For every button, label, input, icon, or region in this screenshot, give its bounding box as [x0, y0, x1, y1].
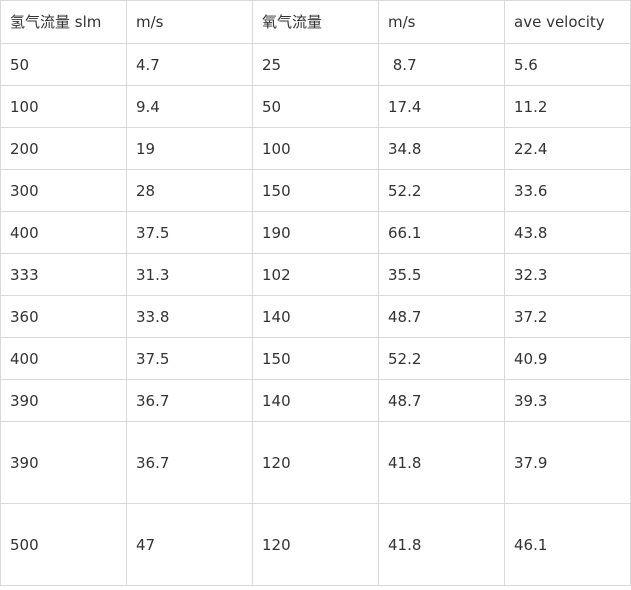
table-cell: 150 — [252, 169, 379, 212]
table-row: 390 36.7 140 48.7 39.3 — [0, 379, 631, 422]
table-cell: 52.2 — [378, 169, 505, 212]
table-cell: 120 — [252, 503, 379, 586]
table-cell: 333 — [0, 253, 127, 296]
table-cell: 11.2 — [504, 85, 631, 128]
table-cell: 400 — [0, 337, 127, 380]
table-cell: 47 — [126, 503, 253, 586]
table-cell: 9.4 — [126, 85, 253, 128]
table-cell: 140 — [252, 295, 379, 338]
table-cell: 390 — [0, 379, 127, 422]
table-row: 300 28 150 52.2 33.6 — [0, 169, 631, 212]
table-cell: 37.9 — [504, 421, 631, 504]
table-cell: 41.8 — [378, 421, 505, 504]
table-cell: 28 — [126, 169, 253, 212]
table-cell: 41.8 — [378, 503, 505, 586]
table-row: 200 19 100 34.8 22.4 — [0, 127, 631, 170]
table-cell: 46.1 — [504, 503, 631, 586]
table-row: 400 37.5 190 66.1 43.8 — [0, 211, 631, 254]
table-cell: 17.4 — [378, 85, 505, 128]
table-cell: 22.4 — [504, 127, 631, 170]
table-row: 333 31.3 102 35.5 32.3 — [0, 253, 631, 296]
header-ave-velocity: ave velocity — [504, 0, 631, 44]
table-cell: 66.1 — [378, 211, 505, 254]
table-cell: 37.5 — [126, 211, 253, 254]
table-cell: 360 — [0, 295, 127, 338]
table-cell: 48.7 — [378, 295, 505, 338]
table-cell: 43.8 — [504, 211, 631, 254]
table-cell: 140 — [252, 379, 379, 422]
table-cell: 5.6 — [504, 43, 631, 86]
table-row: 360 33.8 140 48.7 37.2 — [0, 295, 631, 338]
table-row: 500 47 120 41.8 46.1 — [0, 503, 631, 586]
header-hydrogen-velocity: m/s — [126, 0, 253, 44]
header-hydrogen-flow: 氢气流量 slm — [0, 0, 127, 44]
header-oxygen-flow: 氧气流量 — [252, 0, 379, 44]
table-cell: 102 — [252, 253, 379, 296]
table-cell: 8.7 — [378, 43, 505, 86]
table-cell: 390 — [0, 421, 127, 504]
table-cell: 500 — [0, 503, 127, 586]
table-cell: 19 — [126, 127, 253, 170]
table-cell: 37.2 — [504, 295, 631, 338]
table-cell: 4.7 — [126, 43, 253, 86]
table-cell: 50 — [0, 43, 127, 86]
table-cell: 300 — [0, 169, 127, 212]
header-oxygen-velocity: m/s — [378, 0, 505, 44]
table-cell: 40.9 — [504, 337, 631, 380]
table-cell: 100 — [252, 127, 379, 170]
table-cell: 32.3 — [504, 253, 631, 296]
table-cell: 120 — [252, 421, 379, 504]
table-cell: 39.3 — [504, 379, 631, 422]
table-cell: 190 — [252, 211, 379, 254]
table-cell: 48.7 — [378, 379, 505, 422]
table-cell: 37.5 — [126, 337, 253, 380]
table-cell: 100 — [0, 85, 127, 128]
table-header-row: 氢气流量 slm m/s 氧气流量 m/s ave velocity — [0, 0, 631, 44]
table-cell: 50 — [252, 85, 379, 128]
table-cell: 200 — [0, 127, 127, 170]
table-row: 390 36.7 120 41.8 37.9 — [0, 421, 631, 504]
table-cell: 34.8 — [378, 127, 505, 170]
table-row: 100 9.4 50 17.4 11.2 — [0, 85, 631, 128]
table-cell: 150 — [252, 337, 379, 380]
table-cell: 31.3 — [126, 253, 253, 296]
table-cell: 25 — [252, 43, 379, 86]
table-row: 50 4.7 25 8.7 5.6 — [0, 43, 631, 86]
table-row: 400 37.5 150 52.2 40.9 — [0, 337, 631, 380]
table-cell: 33.8 — [126, 295, 253, 338]
table-cell: 33.6 — [504, 169, 631, 212]
table-cell: 36.7 — [126, 421, 253, 504]
table-cell: 35.5 — [378, 253, 505, 296]
table-cell: 400 — [0, 211, 127, 254]
table-cell: 52.2 — [378, 337, 505, 380]
table-cell: 36.7 — [126, 379, 253, 422]
